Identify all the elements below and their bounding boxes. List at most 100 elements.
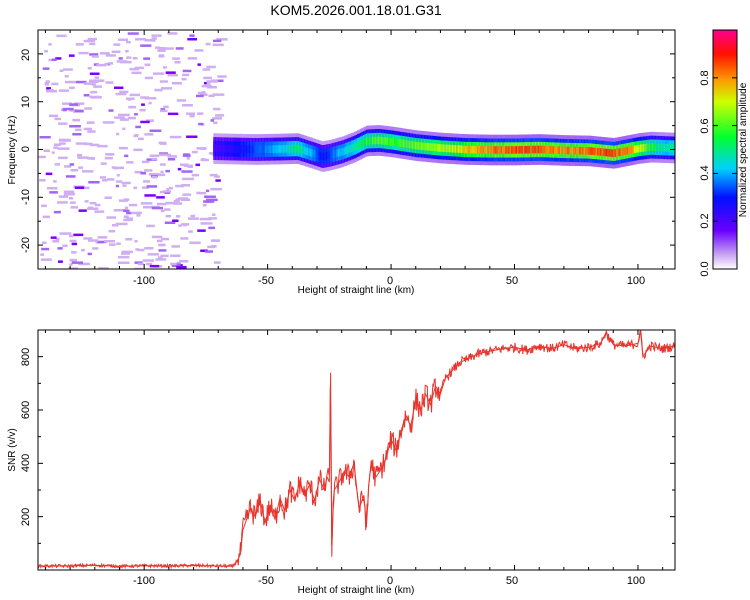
spectrogram-noise-cell (165, 201, 177, 205)
spectrogram-noise-cell (52, 240, 60, 243)
spectrogram-noise-cell (97, 240, 107, 244)
spectrogram-noise-cell (39, 136, 51, 139)
spectrogram-signal-cell (454, 145, 457, 153)
spectrogram-signal-cell (632, 145, 635, 154)
spectrogram-marks (38, 32, 675, 269)
spectrogram-signal-cell (617, 148, 620, 157)
spectrogram-noise-cell (204, 250, 213, 253)
spectrogram-noise-cell (96, 63, 107, 67)
spectrogram-noise-cell (104, 240, 115, 243)
spectrogram-signal-cell (337, 149, 340, 157)
spectrogram-noise-cell (68, 54, 75, 57)
spectrogram-noise-cell (143, 180, 151, 183)
spectrogram-noise-cell (57, 247, 63, 250)
spectrogram-signal-cell (397, 138, 399, 147)
spectrogram-signal-cell (623, 147, 626, 156)
spectrogram-signal-cell (241, 145, 244, 153)
spectrogram-noise-cell (122, 184, 127, 187)
spectrogram-noise-cell (87, 157, 95, 160)
spectrogram-noise-cell (217, 75, 227, 78)
spectrogram-noise-cell (71, 251, 77, 254)
spectrogram-noise-cell (164, 221, 176, 224)
colorbar-gradient (712, 29, 738, 270)
snr-xtick-label-0: -100 (133, 575, 155, 587)
spectrogram-noise-cell (59, 142, 66, 145)
spectrogram-noise-cell (158, 243, 164, 247)
spectrogram-signal-cell (314, 150, 316, 158)
spectrogram-noise-cell (118, 255, 130, 259)
spectrogram-signal-cell (296, 144, 299, 153)
spectrogram-signal-cell (389, 137, 392, 146)
spectrogram-signal-cell (282, 145, 285, 153)
spectrogram-noise-cell (63, 68, 73, 71)
spectrogram-signal-cell (281, 145, 284, 153)
spectrogram-signal-cell (432, 143, 435, 152)
spectrogram-signal-cell (348, 145, 350, 154)
spectrogram-signal-cell (257, 145, 260, 154)
spectrogram-noise-cell (151, 37, 157, 40)
spectrogram-noise-cell (216, 38, 228, 41)
spectrogram-noise-cell (210, 239, 220, 242)
spectrogram-noise-cell (209, 173, 218, 177)
spectrogram-noise-cell (148, 173, 160, 176)
spectrogram-signal-cell (343, 147, 346, 155)
snr-xtick-label-1: -50 (258, 575, 274, 587)
spectrogram-signal-cell (579, 146, 582, 155)
spectrogram-noise-cell (182, 104, 193, 107)
spectrogram-signal-cell (274, 145, 276, 153)
spectrogram-signal-cell (463, 145, 466, 154)
spectrogram-noise-cell (123, 215, 129, 218)
spectrogram-noise-cell (177, 167, 182, 171)
spectrogram-signal-cell (321, 152, 324, 161)
spectrogram-signal-cell (362, 138, 365, 147)
spectrogram-signal-cell (288, 145, 291, 153)
spectrogram-signal-cell (576, 146, 579, 155)
spectrogram-signal-cell (493, 146, 496, 154)
spectrogram-signal-cell (663, 143, 666, 152)
spectrogram-noise-cell (98, 266, 103, 269)
spectrogram-signal-cell (417, 142, 420, 150)
spectrogram-signal-cell (530, 145, 533, 154)
spectrogram-noise-cell (174, 61, 181, 64)
spectrogram-noise-cell (41, 204, 47, 208)
snr-panel: -100 -50 0 50 100 200 400 600 800 Height… (7, 329, 676, 596)
spectrogram-noise-cell (202, 68, 211, 71)
spectrogram-noise-cell (41, 247, 50, 251)
spectrogram-signal-cell (234, 145, 236, 153)
spectrogram-noise-cell (49, 89, 54, 92)
spectrogram-signal-cell (608, 149, 611, 157)
spectrogram-noise-cell (135, 125, 141, 129)
spectrogram-noise-cell (108, 62, 114, 65)
spectrogram-noise-cell (83, 237, 93, 240)
spectrogram-noise-cell (83, 82, 94, 85)
spectrogram-noise-cell (151, 34, 162, 37)
spectrogram-noise-cell (62, 107, 74, 111)
spectrogram-signal-cell (537, 145, 540, 154)
spectrogram-noise-cell (87, 37, 97, 41)
spectrogram-noise-cell (78, 51, 89, 55)
spectrogram-signal-cell (394, 138, 396, 147)
spectrogram-noise-cell (210, 187, 222, 191)
spectrogram-noise-cell (126, 211, 132, 215)
spectrogram-signal-cell (269, 145, 272, 153)
spectrogram-signal-cell (645, 143, 648, 152)
spectrogram-signal-cell (374, 136, 377, 145)
spectrogram-signal-cell (468, 145, 470, 154)
spectrogram-noise-cell (135, 248, 139, 251)
spectrogram-noise-cell (116, 132, 120, 136)
spectrogram-noise-cell (213, 121, 218, 125)
spectrogram-noise-cell (123, 198, 130, 201)
spectrogram-noise-cell (49, 114, 59, 118)
spectrogram-noise-cell (69, 234, 74, 238)
spectrogram-noise-cell (164, 208, 171, 211)
spectrogram-noise-cell (93, 79, 105, 82)
spectrogram-noise-cell (167, 112, 179, 116)
spectrogram-signal-cell (315, 150, 318, 159)
spectrogram-signal-cell (585, 147, 587, 155)
spectrogram-xtick-label-2: 0 (387, 275, 393, 287)
spectrogram-noise-cell (71, 261, 83, 264)
spectrogram-ytick-label-0: -20 (20, 237, 32, 253)
spectrogram-signal-cell (666, 143, 669, 152)
spectrogram-noise-cell (173, 199, 180, 203)
spectrogram-noise-cell (45, 172, 53, 176)
